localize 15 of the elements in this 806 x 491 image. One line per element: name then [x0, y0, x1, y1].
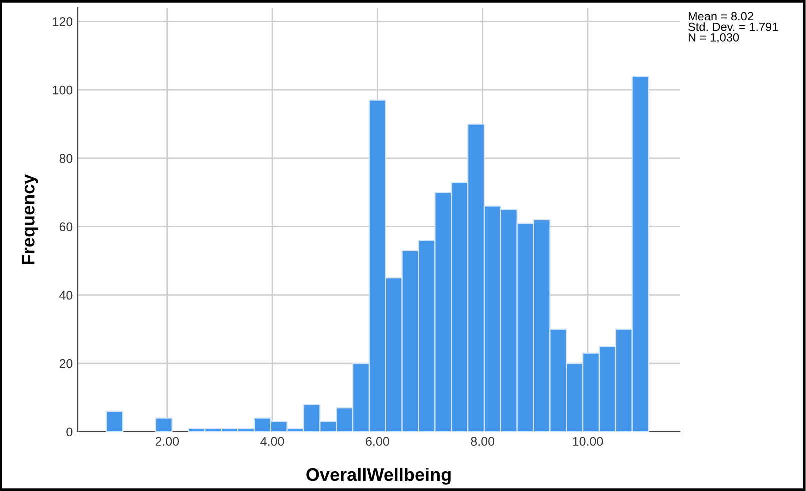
x-axis-title: OverallWellbeing	[306, 468, 451, 485]
y-tick-label: 80	[60, 154, 73, 164]
y-tick-label: 20	[60, 359, 73, 368]
text: Mean = 8.02 Std. Dev. = 1.791 N = 1,030	[688, 12, 778, 44]
x-tick-label: 10.00	[573, 437, 604, 446]
y-tick-label: 100	[53, 86, 73, 95]
x-tick-label: 6.00	[366, 437, 390, 446]
y-tick-label: 40	[60, 291, 73, 300]
y-tick-label: 120	[53, 17, 73, 26]
y-tick-label: 0	[66, 428, 73, 437]
x-tick-label: 2.00	[156, 437, 180, 446]
y-tick-label: 60	[60, 222, 73, 232]
x-tick-label: 4.00	[260, 437, 284, 446]
x-tick-label: 8.00	[471, 437, 495, 446]
y-axis-title: Frequency	[22, 174, 38, 264]
